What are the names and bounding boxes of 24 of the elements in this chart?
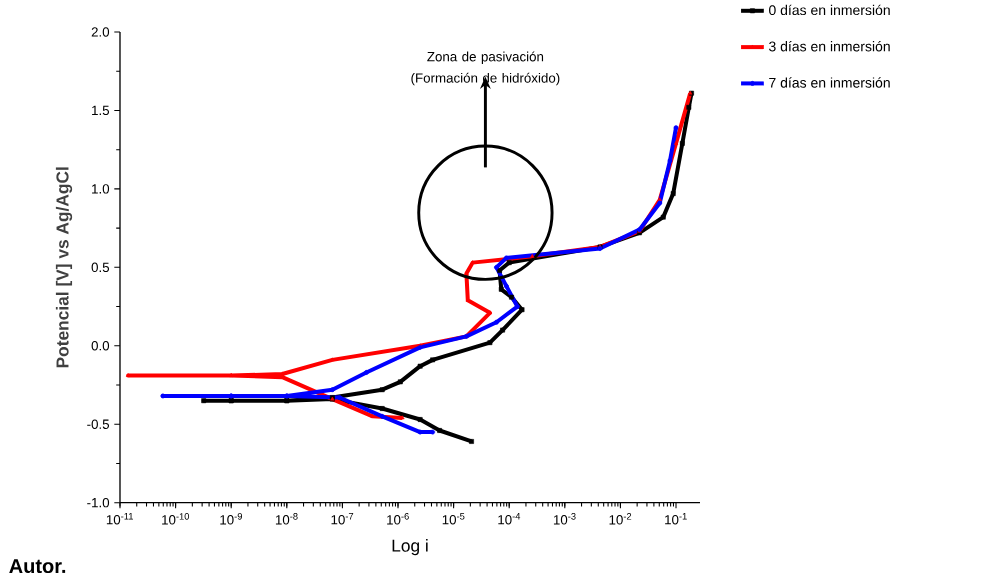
y-tick-label: 0.5 xyxy=(91,262,110,273)
x-tick-label: 10$^{-10}$ xyxy=(162,513,190,525)
y-tick-label: -0.5 xyxy=(87,419,110,430)
x-tick-label: 10$^{-8}$ xyxy=(275,513,298,525)
x-tick-label: 10$^{-5}$ xyxy=(442,513,465,525)
text: Autor. xyxy=(9,559,66,574)
x-tick-label: 10$^{-7}$ xyxy=(331,513,354,525)
x-tick-label: 10$^{-9}$ xyxy=(220,513,242,525)
x-tick-label: 10$^{-2}$ xyxy=(609,513,632,525)
legend-label: 3 días en inmersión xyxy=(769,41,890,52)
x-tick-label: 10$^{-11}$ xyxy=(106,513,134,525)
y-tick-label: 1.0 xyxy=(92,184,110,194)
x-tick-label: 10$^{-4}$ xyxy=(498,513,521,525)
x-tick-label: 10$^{-3}$ xyxy=(553,513,576,525)
x-axis-title: Log i xyxy=(392,539,428,556)
legend-label: 0 días en inmersión xyxy=(769,4,890,16)
y-tick-label: -1.0 xyxy=(87,498,110,508)
x-tick-label: 10$^{-6}$ xyxy=(387,513,409,525)
legend-label: 7 días en inmersión xyxy=(769,77,890,88)
y-tick-label: 1.5 xyxy=(92,105,110,116)
y-axis-title: Potencial [V] vs Ag/AgCl xyxy=(55,167,73,368)
x-tick-label: 10$^{-1}$ xyxy=(665,513,687,525)
y-tick-label: 2.0 xyxy=(91,27,110,37)
y-tick-label: 0.0 xyxy=(91,341,110,351)
